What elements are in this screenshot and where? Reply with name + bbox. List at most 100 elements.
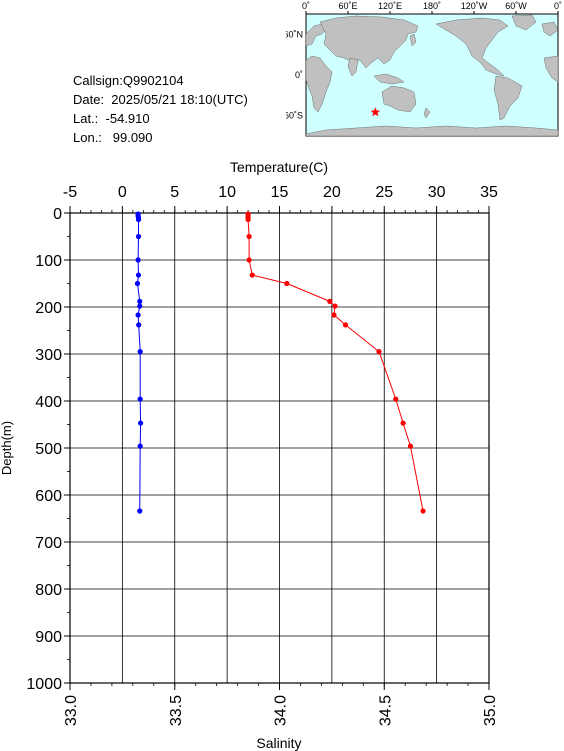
salinity-data-point xyxy=(135,215,142,221)
map-lon-label: 120˚E xyxy=(378,1,402,11)
map-land xyxy=(305,14,559,137)
salinity-data-point xyxy=(138,420,144,426)
depth-tick-label: 300 xyxy=(35,347,62,364)
salinity-data-point xyxy=(137,303,143,309)
salinity-profile-line xyxy=(136,213,142,511)
depth-tick-label: 900 xyxy=(35,629,62,646)
temperature-data-point xyxy=(245,216,251,223)
salinity-data-point xyxy=(137,443,143,449)
map-land-africa-east xyxy=(543,55,559,83)
station-info: Callsign:Q9902104 Date: 2025/05/21 18:10… xyxy=(73,71,248,147)
depth-tick-label: 800 xyxy=(35,582,62,599)
temperature-tick-label: -5 xyxy=(63,184,77,201)
map-lat-label: 60˚N xyxy=(286,29,303,39)
depth-tick-label: 0 xyxy=(53,206,62,223)
temperature-profile-line xyxy=(247,213,424,512)
salinity-ticks: 33.0 33.5 34.0 34.5 35.0 xyxy=(63,683,499,726)
salinity-data-point xyxy=(137,396,143,402)
salinity-data-point xyxy=(137,298,143,304)
series-layer xyxy=(134,211,426,514)
temperature-data-point xyxy=(420,508,426,514)
depth-tick-label: 1000 xyxy=(26,676,62,693)
depth-tick-label: 400 xyxy=(35,394,62,411)
salinity-data-point xyxy=(136,322,142,328)
depth-tick-label: 600 xyxy=(35,488,62,505)
map-lat-label: 0˚ xyxy=(295,70,303,80)
map-land-europe xyxy=(305,23,327,47)
plot-frame xyxy=(69,212,490,684)
salinity-tick-label: 34.0 xyxy=(273,695,290,726)
temperature-data-point xyxy=(249,272,255,278)
salinity-tick-label: 33.0 xyxy=(63,695,80,726)
salinity-data-point xyxy=(135,216,142,223)
map-land-africa xyxy=(305,55,333,113)
temperature-data-point xyxy=(245,213,251,219)
salinity-data-point xyxy=(137,508,143,514)
salinity-tick-label: 34.5 xyxy=(377,695,394,726)
temperature-data-point xyxy=(393,396,399,402)
temperature-data-point xyxy=(327,298,333,304)
map-lon-label: 60˚E xyxy=(338,1,357,11)
map-land-antarctica xyxy=(305,125,559,137)
temperature-data-point xyxy=(332,303,338,309)
map-land-new-zealand xyxy=(423,107,431,119)
depth-tick-label: 100 xyxy=(35,253,62,270)
salinity-data-point xyxy=(134,280,141,287)
salinity-data-point xyxy=(137,349,143,355)
temperature-tick-label: 30 xyxy=(428,184,446,201)
temperature-tick-label: 35 xyxy=(480,184,498,201)
temperature-tick-label: 5 xyxy=(170,184,179,201)
temperature-data-point xyxy=(376,349,382,355)
temperature-data-point xyxy=(246,257,252,263)
map-lon-label: 0˚ xyxy=(302,1,310,11)
temperature-tick-label: 25 xyxy=(375,184,393,201)
map-lon-label: 60˚W xyxy=(505,1,527,11)
temperature-tick-label: 15 xyxy=(271,184,289,201)
map-land-europe-east xyxy=(541,21,559,37)
map-lat-label: 60˚S xyxy=(286,111,303,121)
temperature-data-point xyxy=(284,280,290,287)
salinity-data-point xyxy=(135,233,142,240)
station-marker-star-icon xyxy=(370,107,381,117)
temperature-data-point xyxy=(342,322,349,328)
salinity-tick-label: 35.0 xyxy=(482,695,499,726)
map-land-north-america xyxy=(435,17,509,77)
temperature-series xyxy=(245,211,426,514)
map-land-indonesia xyxy=(373,73,405,85)
salinity-data-point xyxy=(135,272,142,278)
date-label: Date: 2025/05/21 18:10(UTC) xyxy=(73,92,248,107)
temperature-tick-label: 20 xyxy=(323,184,341,201)
map-longitude-labels: 0˚ 60˚E 120˚E 180˚ 120˚W 60˚W 0˚ xyxy=(302,1,562,14)
salinity-series xyxy=(134,211,144,514)
depth-tick-label: 500 xyxy=(35,441,62,458)
map-land-asia xyxy=(319,15,419,69)
callsign-label: Callsign:Q9902104 xyxy=(73,73,184,88)
temperature-tick-label: 10 xyxy=(218,184,236,201)
map-lon-label: 0˚ xyxy=(554,1,562,11)
map-lon-label: 180˚ xyxy=(423,1,441,11)
longitude-label: Lon.: 99.090 xyxy=(73,130,153,145)
salinity-axis-label: Salinity xyxy=(256,735,301,751)
map-lon-label: 120˚W xyxy=(461,1,488,11)
temperature-data-point xyxy=(407,443,414,449)
depth-tick-label: 200 xyxy=(35,300,62,317)
temperature-data-point xyxy=(245,211,251,217)
temperature-axis-label: Temperature(C) xyxy=(230,159,328,175)
chart-grid xyxy=(69,212,490,684)
depth-ticks: 0 100 200 300 400 500 600 700 800 900 1000 xyxy=(26,206,70,693)
salinity-tick-label: 33.5 xyxy=(168,695,185,726)
map-land-australia xyxy=(381,85,417,113)
depth-axis-label: Depth(m) xyxy=(0,421,14,475)
temperature-data-point xyxy=(246,233,252,240)
salinity-data-point xyxy=(135,312,141,318)
map-land-india xyxy=(347,57,359,77)
temperature-data-point xyxy=(400,420,406,426)
temperature-ticks: -5 0 5 10 15 20 25 30 35 xyxy=(63,184,498,213)
temperature-data-point xyxy=(245,215,251,221)
depth-tick-label: 700 xyxy=(35,535,62,552)
map-land-japan xyxy=(409,33,417,47)
salinity-data-point xyxy=(135,257,141,263)
salinity-data-point xyxy=(135,213,141,219)
location-map: 0˚ 60˚E 120˚E 180˚ 120˚W 60˚W 0˚ 60˚N 0˚ 60˚S xyxy=(286,1,562,137)
map-land-greenland xyxy=(511,14,537,31)
